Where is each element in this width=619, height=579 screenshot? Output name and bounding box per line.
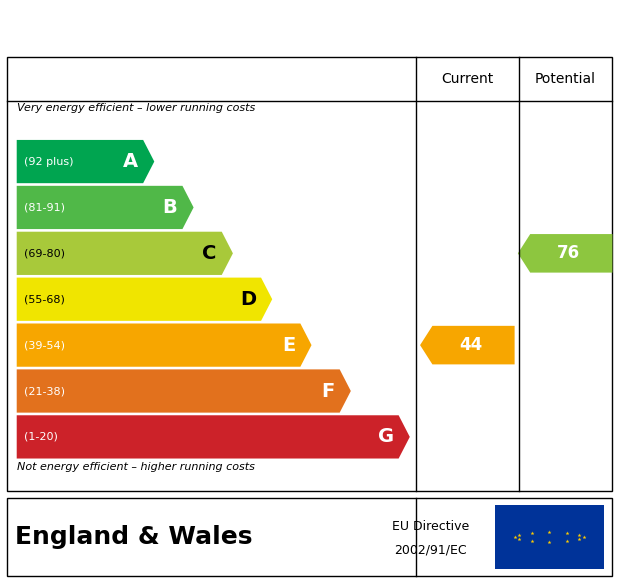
Text: (81-91): (81-91) (24, 203, 65, 212)
Text: Very energy efficient – lower running costs: Very energy efficient – lower running co… (17, 104, 255, 113)
Text: Energy Efficiency Rating: Energy Efficiency Rating (25, 16, 370, 39)
Polygon shape (420, 326, 514, 364)
Text: E: E (282, 336, 295, 354)
Text: G: G (378, 427, 394, 446)
Text: EU Directive: EU Directive (392, 521, 469, 533)
Text: (1-20): (1-20) (24, 432, 58, 442)
Text: (21-38): (21-38) (24, 386, 65, 396)
Bar (495, 505, 604, 569)
Polygon shape (17, 232, 233, 275)
Text: 2002/91/EC: 2002/91/EC (394, 543, 467, 556)
Text: (39-54): (39-54) (24, 340, 65, 350)
Polygon shape (17, 415, 410, 459)
Polygon shape (17, 369, 351, 413)
Text: (92 plus): (92 plus) (24, 156, 74, 167)
Polygon shape (518, 234, 612, 273)
Polygon shape (17, 140, 154, 183)
Polygon shape (17, 186, 194, 229)
Polygon shape (17, 277, 272, 321)
Text: Current: Current (441, 72, 493, 86)
Text: Not energy efficient – higher running costs: Not energy efficient – higher running co… (17, 462, 254, 472)
Text: 76: 76 (557, 244, 581, 262)
Text: 44: 44 (459, 336, 483, 354)
Text: B: B (163, 198, 178, 217)
Text: England & Wales: England & Wales (15, 525, 253, 549)
Text: C: C (202, 244, 217, 263)
Text: Potential: Potential (535, 72, 595, 86)
Polygon shape (17, 324, 311, 367)
Text: (69-80): (69-80) (24, 248, 65, 258)
Text: F: F (321, 382, 335, 401)
Text: A: A (123, 152, 138, 171)
Text: D: D (240, 290, 256, 309)
Text: (55-68): (55-68) (24, 294, 65, 304)
